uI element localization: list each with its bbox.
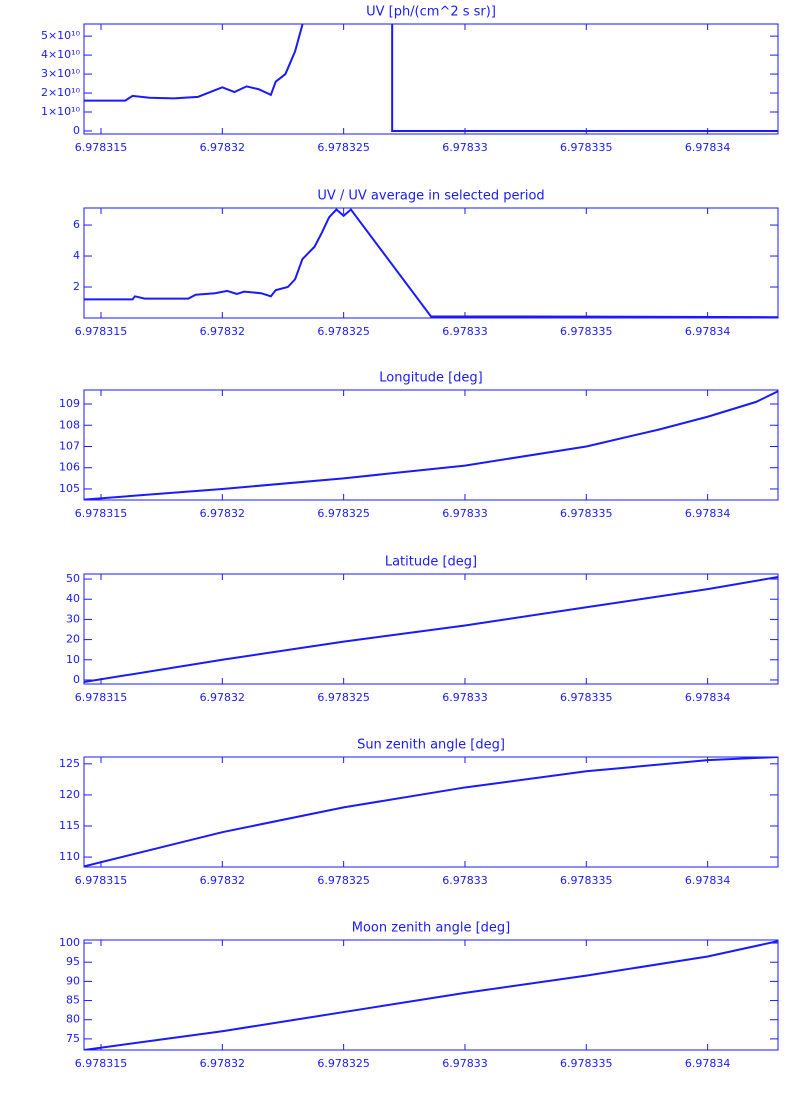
y-tick-label: 3×10¹⁰ — [41, 67, 81, 80]
x-tick-label: 6.978335 — [560, 691, 613, 704]
y-tick-label: 95 — [66, 955, 80, 968]
y-tick-label: 6 — [73, 218, 80, 231]
y-tick-label: 107 — [59, 439, 80, 452]
y-tick-label: 20 — [66, 633, 80, 646]
plot-frame — [83, 389, 779, 501]
x-tick-label: 6.97834 — [685, 691, 731, 704]
x-tick-label: 6.978335 — [560, 141, 613, 154]
y-tick-label: 75 — [66, 1032, 80, 1045]
x-tick-label: 6.97833 — [442, 141, 488, 154]
x-tick-label: 6.97832 — [200, 141, 246, 154]
data-line — [84, 940, 778, 1050]
panel-title: Sun zenith angle [deg] — [357, 738, 505, 753]
y-tick-label: 40 — [66, 592, 80, 605]
data-line — [84, 757, 778, 867]
x-tick-label: 6.97833 — [442, 874, 488, 887]
x-tick-label: 6.97834 — [685, 141, 731, 154]
x-tick-label: 6.97833 — [442, 1057, 488, 1070]
x-tick-label: 6.97834 — [685, 507, 731, 520]
x-tick-label: 6.978325 — [317, 691, 370, 704]
panel-title: Longitude [deg] — [379, 371, 482, 386]
panel: Moon zenith angle [deg] 6.978315 6.97832 6.… — [59, 921, 779, 1070]
y-tick-label: 120 — [59, 788, 80, 801]
x-tick-label: 6.97832 — [200, 507, 246, 520]
y-tick-label: 80 — [66, 1013, 80, 1026]
x-tick-label: 6.97834 — [685, 1057, 731, 1070]
y-tick-label: 106 — [59, 461, 80, 474]
x-tick-label: 6.97832 — [200, 691, 246, 704]
y-tick-label: 4 — [73, 249, 80, 262]
x-tick-label: 6.978315 — [75, 1057, 128, 1070]
y-tick-label: 50 — [66, 572, 80, 585]
x-tick-label: 6.978335 — [560, 874, 613, 887]
y-tick-label: 0 — [73, 673, 80, 686]
y-tick-label: 2 — [73, 280, 80, 293]
x-tick-label: 6.978325 — [317, 874, 370, 887]
plot-frame — [83, 207, 779, 319]
y-tick-label: 100 — [59, 936, 80, 949]
panel: UV / UV average in selected period 6.9783… — [73, 189, 779, 338]
x-tick-label: 6.97832 — [200, 874, 246, 887]
x-tick-label: 6.978325 — [317, 141, 370, 154]
panel: Longitude [deg] 6.978315 6.97832 6.978325 6.… — [59, 371, 779, 520]
y-tick-label: 105 — [59, 482, 80, 495]
y-tick-label: 115 — [59, 819, 80, 832]
y-tick-label: 2×10¹⁰ — [41, 86, 81, 99]
x-tick-label: 6.97834 — [685, 874, 731, 887]
x-tick-label: 6.978315 — [75, 691, 128, 704]
x-tick-label: 6.978335 — [560, 325, 613, 338]
x-tick-label: 6.97832 — [200, 325, 246, 338]
x-tick-label: 6.978325 — [317, 1057, 370, 1070]
x-tick-label: 6.97834 — [685, 325, 731, 338]
y-tick-label: 125 — [59, 757, 80, 770]
y-tick-label: 30 — [66, 612, 80, 625]
x-tick-label: 6.978335 — [560, 1057, 613, 1070]
y-tick-label: 4×10¹⁰ — [41, 48, 81, 61]
panel-title: UV [ph/(cm^2 s sr)] — [366, 5, 496, 20]
y-tick-label: 10 — [66, 653, 80, 666]
x-tick-label: 6.978315 — [75, 325, 128, 338]
y-tick-label: 5×10¹⁰ — [41, 29, 81, 42]
y-tick-label: 108 — [59, 418, 80, 431]
y-tick-label: 0 — [73, 124, 80, 137]
y-tick-label: 110 — [59, 850, 80, 863]
x-tick-label: 6.978315 — [75, 507, 128, 520]
panel: UV [ph/(cm^2 s sr)] 6.978315 6.97832 6.9783… — [41, 5, 779, 154]
panel-title: Moon zenith angle [deg] — [352, 921, 510, 936]
x-tick-label: 6.978325 — [317, 507, 370, 520]
panel-title: Latitude [deg] — [385, 555, 477, 570]
y-tick-label: 1×10¹⁰ — [41, 105, 81, 118]
x-tick-label: 6.978335 — [560, 507, 613, 520]
panel: Latitude [deg] 6.978315 6.97832 6.978325 6.9… — [66, 555, 779, 704]
x-tick-label: 6.978315 — [75, 874, 128, 887]
data-line — [84, 24, 778, 132]
panel: Sun zenith angle [deg] 6.978315 6.97832 6.9… — [59, 738, 779, 887]
plot-frame — [83, 573, 779, 685]
y-tick-label: 90 — [66, 974, 80, 987]
y-tick-label: 109 — [59, 397, 80, 410]
x-tick-label: 6.978325 — [317, 325, 370, 338]
x-tick-label: 6.97832 — [200, 1057, 246, 1070]
x-tick-label: 6.978315 — [75, 141, 128, 154]
data-line — [84, 390, 778, 500]
x-tick-label: 6.97833 — [442, 691, 488, 704]
x-tick-label: 6.97833 — [442, 507, 488, 520]
y-tick-label: 85 — [66, 994, 80, 1007]
plot-frame — [83, 756, 779, 868]
data-line — [84, 208, 778, 318]
x-tick-label: 6.97833 — [442, 325, 488, 338]
panel-title: UV / UV average in selected period — [317, 189, 544, 204]
plot-frame — [83, 23, 779, 135]
data-line — [84, 576, 778, 683]
plot-frame — [83, 939, 779, 1051]
